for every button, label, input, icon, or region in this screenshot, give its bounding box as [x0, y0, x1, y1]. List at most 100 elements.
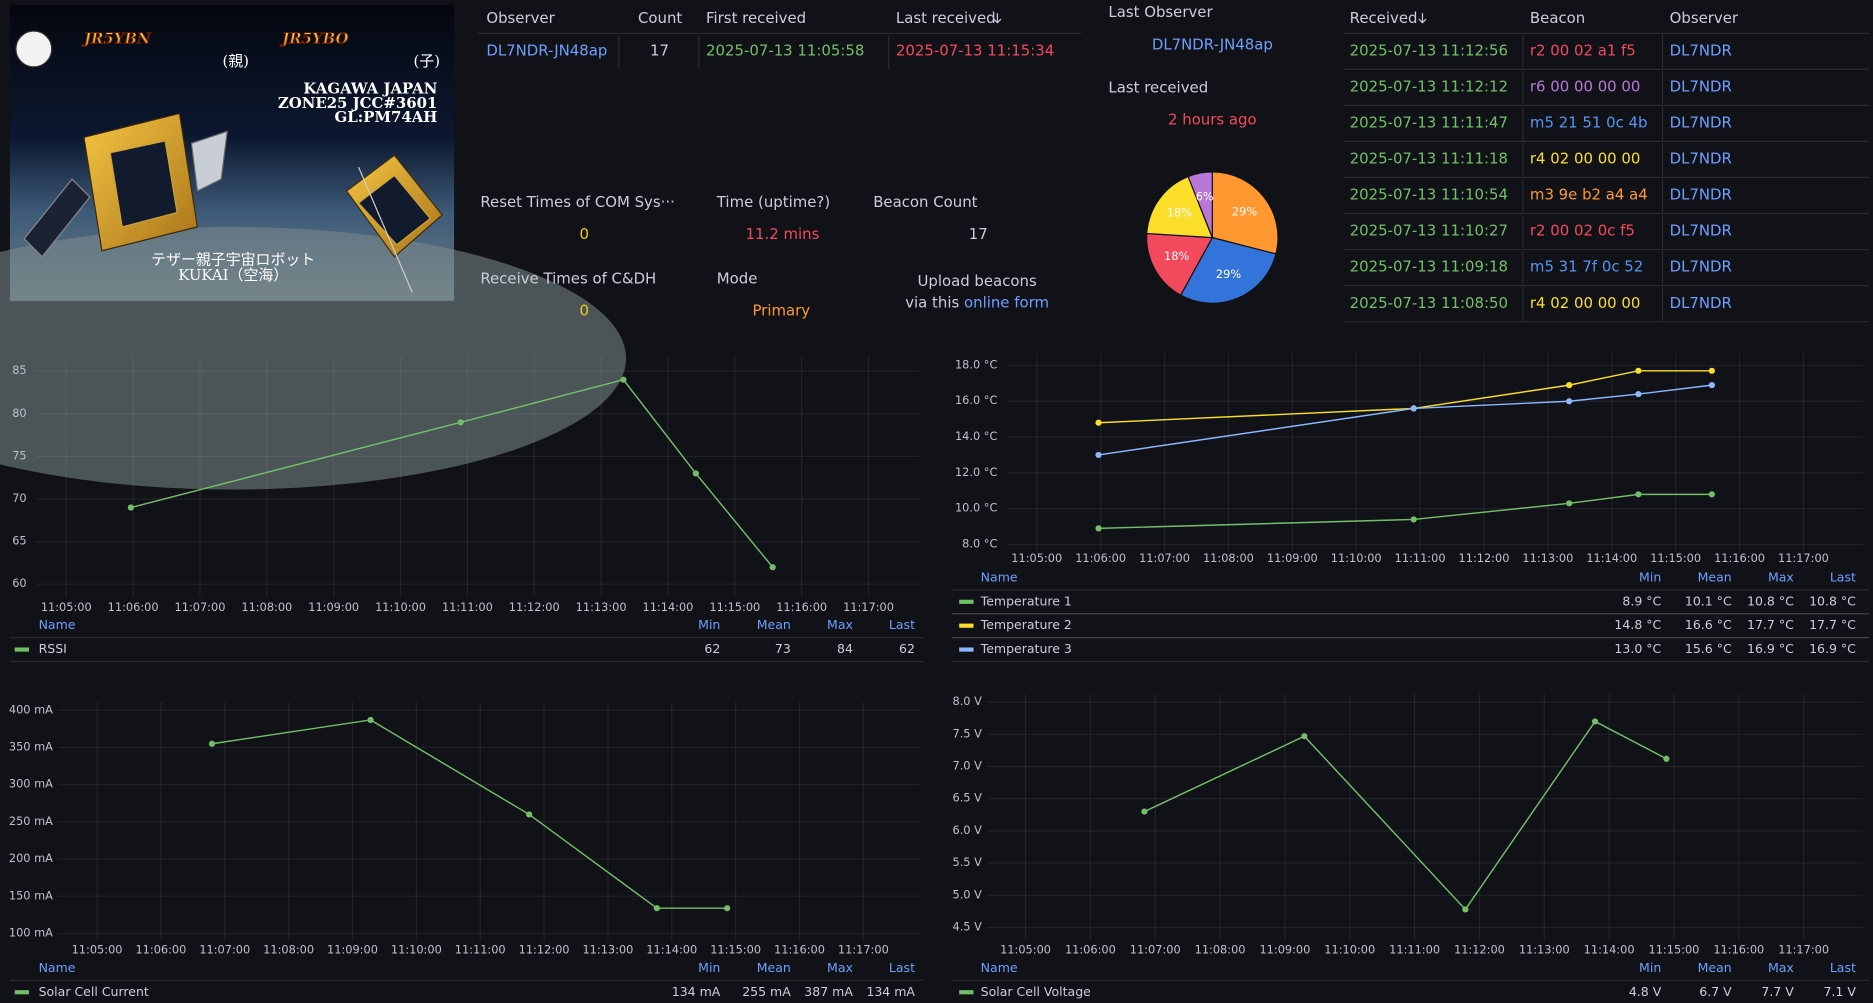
last-observer-value[interactable]: DL7NDR-JN48ap	[1152, 35, 1273, 53]
callsign: JR5YBN	[81, 29, 152, 47]
received-cell: 2025-07-13 11:10:27	[1350, 222, 1508, 240]
observer-cell[interactable]: DL7NDR	[1670, 113, 1732, 131]
last-received-value: 2 hours ago	[1168, 111, 1257, 129]
y-tick-label: 4.5 V	[952, 919, 982, 933]
received-cell: 2025-07-13 11:12:56	[1350, 41, 1508, 59]
series-line	[1098, 370, 1712, 424]
pie-slice	[1187, 171, 1213, 238]
x-tick-label: 11:15:00	[1649, 942, 1700, 956]
y-tick-label: 5.0 V	[952, 887, 982, 901]
observer-cell[interactable]: DL7NDR	[1670, 222, 1732, 240]
x-tick-label: 11:16:00	[1714, 551, 1765, 565]
table-cell[interactable]: DL7NDR-JN48ap	[486, 41, 607, 59]
legend-stat: 10.8 °C	[1809, 593, 1856, 608]
data-point	[1095, 451, 1102, 459]
legend-header[interactable]: Max	[827, 960, 853, 975]
y-tick-label: 200 mA	[9, 851, 53, 865]
x-tick-label: 11:13:00	[576, 600, 627, 614]
received-cell: 2025-07-13 11:10:54	[1350, 186, 1508, 204]
legend-header[interactable]: Last	[889, 617, 915, 632]
column-header[interactable]: First received	[706, 9, 806, 27]
legend-header[interactable]: Mean	[1698, 960, 1732, 975]
observer-cell[interactable]: DL7NDR	[1670, 150, 1732, 168]
data-point	[1635, 390, 1642, 398]
column-header[interactable]: Observer	[486, 9, 555, 27]
legend-stat: 17.7 °C	[1747, 617, 1794, 632]
legend-header[interactable]: Mean	[757, 617, 791, 632]
table-cell: 2025-07-13 11:05:58	[706, 41, 864, 59]
y-tick-label: 400 mA	[9, 702, 53, 716]
sort-icon[interactable]	[993, 13, 1002, 24]
legend-header[interactable]: Max	[1768, 960, 1794, 975]
legend-name[interactable]: Temperature 2	[980, 617, 1072, 632]
legend-stat: 134 mA	[866, 984, 915, 999]
data-point	[769, 564, 776, 571]
x-tick-label: 11:17:00	[838, 942, 889, 956]
legend-header[interactable]: Max	[1768, 569, 1794, 584]
observer-cell[interactable]: DL7NDR	[1670, 186, 1732, 204]
x-tick-label: 11:16:00	[776, 600, 827, 614]
legend-stat: 16.9 °C	[1809, 641, 1856, 656]
legend-stat: 84	[837, 641, 853, 656]
legend-header[interactable]: Last	[1830, 569, 1856, 584]
x-tick-label: 11:14:00	[1586, 551, 1637, 565]
legend-header[interactable]: Min	[1639, 960, 1661, 975]
legend-header[interactable]: Min	[698, 960, 720, 975]
beacon-cell: m5 31 7f 0c 52	[1530, 258, 1643, 276]
data-point	[620, 376, 627, 383]
legend-header[interactable]: Max	[827, 617, 853, 632]
legend-stat: 4.8 V	[1629, 984, 1662, 999]
column-header[interactable]: Last received	[896, 9, 996, 27]
sort-icon[interactable]	[1418, 13, 1427, 24]
legend-name[interactable]: Temperature 3	[980, 641, 1072, 656]
observer-cell[interactable]: DL7NDR	[1670, 77, 1732, 95]
y-tick-label: 7.5 V	[952, 726, 982, 740]
table-cell: 17	[650, 41, 669, 59]
x-tick-label: 11:07:00	[1139, 551, 1190, 565]
legend-header[interactable]: Min	[698, 617, 720, 632]
observer-cell[interactable]: DL7NDR	[1670, 41, 1732, 59]
observer-cell[interactable]: DL7NDR	[1670, 258, 1732, 276]
legend-name[interactable]: RSSI	[39, 641, 67, 656]
legend-header[interactable]: Last	[1830, 960, 1856, 975]
beacon-cell: m3 9e b2 a4 a4	[1530, 186, 1648, 204]
y-tick-label: 60	[12, 576, 26, 590]
legend-header[interactable]: Last	[889, 960, 915, 975]
column-header[interactable]: Count	[638, 9, 682, 27]
panel-title: Last Observer	[1108, 3, 1213, 21]
x-tick-label: 11:09:00	[327, 942, 378, 956]
legend-name[interactable]: Solar Cell Voltage	[981, 984, 1091, 999]
column-header[interactable]: Observer	[1670, 9, 1739, 27]
upload-link[interactable]: online form	[964, 293, 1049, 311]
y-tick-label: 8.0 °C	[962, 536, 997, 550]
column-header[interactable]: Received	[1350, 9, 1418, 27]
data-point	[1410, 516, 1417, 523]
y-tick-label: 8.0 V	[952, 694, 982, 708]
received-cell: 2025-07-13 11:08:50	[1350, 294, 1508, 312]
x-tick-label: 11:11:00	[1389, 942, 1440, 956]
series-line	[1098, 384, 1712, 456]
y-tick-label: 75	[12, 448, 26, 462]
column-header[interactable]: Beacon	[1530, 9, 1585, 27]
beacon-cell: r2 00 02 a1 f5	[1530, 41, 1636, 59]
x-tick-label: 11:08:00	[263, 942, 314, 956]
callsign-suffix: (親)	[222, 52, 249, 70]
legend-header: Name	[39, 617, 76, 632]
legend-stat: 14.8 °C	[1614, 617, 1661, 632]
address-line: GL:PM74AH	[335, 108, 438, 126]
legend-header[interactable]: Mean	[757, 960, 791, 975]
x-tick-label: 11:15:00	[1650, 551, 1701, 565]
address-line: ZONE25 JCC#3601	[278, 94, 438, 112]
legend-name[interactable]: Solar Cell Current	[39, 984, 149, 999]
legend-header[interactable]: Mean	[1698, 569, 1732, 584]
upload-text: Upload beacons	[917, 272, 1036, 290]
x-tick-label: 11:06:00	[1065, 942, 1116, 956]
slice-label: 29%	[1216, 267, 1241, 281]
legend-stat: 10.1 °C	[1685, 593, 1732, 608]
caption-line: KUKAI（空海）	[178, 266, 288, 284]
data-point	[1708, 491, 1715, 498]
pie-slice	[1211, 171, 1279, 255]
observer-cell[interactable]: DL7NDR	[1670, 294, 1732, 312]
legend-name[interactable]: Temperature 1	[980, 593, 1072, 608]
legend-header[interactable]: Min	[1639, 569, 1661, 584]
